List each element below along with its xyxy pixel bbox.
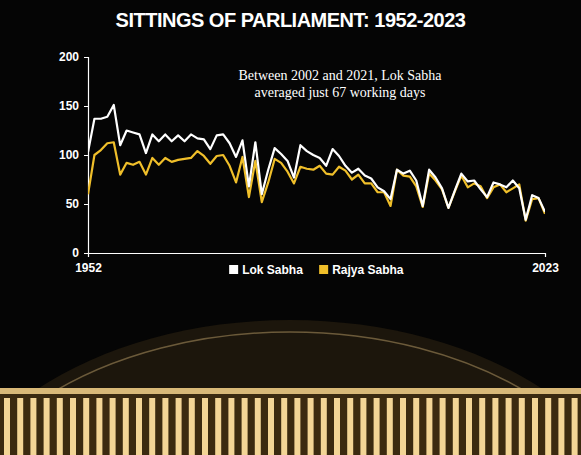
x-axis-line bbox=[89, 254, 546, 258]
chart-title: SITTINGS OF PARLIAMENT: 1952-2023 bbox=[116, 9, 466, 31]
building-column bbox=[96, 398, 102, 455]
building-roof bbox=[0, 320, 581, 455]
y-tick: 150 bbox=[59, 99, 88, 113]
building-column bbox=[294, 398, 300, 455]
building-column bbox=[426, 398, 432, 455]
building-column bbox=[281, 398, 287, 455]
y-tick: 200 bbox=[59, 50, 88, 64]
legend-label: Rajya Sabha bbox=[332, 263, 404, 277]
building-column bbox=[136, 398, 142, 455]
building-cornice bbox=[0, 388, 581, 394]
building-column bbox=[149, 398, 155, 455]
x-tick-label: 2023 bbox=[532, 261, 559, 275]
plot-lines bbox=[88, 105, 545, 221]
y-tick: 50 bbox=[66, 197, 88, 211]
building-column bbox=[242, 398, 248, 455]
series-line bbox=[88, 105, 545, 220]
annotation: Between 2002 and 2021, Lok Sabhaaveraged… bbox=[239, 68, 443, 100]
building-column bbox=[228, 398, 234, 455]
y-tick-label: 0 bbox=[72, 246, 79, 260]
x-axis: 1952 2023 bbox=[75, 253, 559, 275]
x-tick-mark bbox=[545, 253, 546, 257]
building-column bbox=[440, 398, 446, 455]
building-column bbox=[255, 398, 261, 455]
building-column bbox=[466, 398, 472, 455]
y-tick-mark bbox=[84, 57, 88, 58]
building-rim bbox=[0, 332, 581, 455]
building-colonnade bbox=[0, 392, 581, 455]
building-column bbox=[123, 398, 129, 455]
y-tick-mark bbox=[84, 106, 88, 107]
legend-swatch bbox=[319, 265, 328, 274]
building-column bbox=[572, 398, 578, 455]
building-column bbox=[110, 398, 116, 455]
building-column bbox=[215, 398, 221, 455]
building-column bbox=[387, 398, 393, 455]
building-column bbox=[57, 398, 63, 455]
legend-item: Rajya Sabha bbox=[319, 263, 404, 277]
y-axis-line bbox=[84, 58, 89, 254]
y-tick-mark bbox=[84, 253, 88, 254]
y-axis: 0 50 100 150 200 bbox=[59, 50, 89, 260]
building-column bbox=[558, 398, 564, 455]
y-tick: 0 bbox=[72, 246, 88, 260]
y-tick-label: 150 bbox=[59, 99, 79, 113]
y-tick-label: 50 bbox=[66, 197, 80, 211]
building-column bbox=[83, 398, 89, 455]
building-column bbox=[413, 398, 419, 455]
building-column bbox=[44, 398, 50, 455]
building-column bbox=[506, 398, 512, 455]
building-column bbox=[176, 398, 182, 455]
legend-swatch bbox=[229, 265, 238, 274]
building-column bbox=[321, 398, 327, 455]
legend-item: Lok Sabha bbox=[229, 263, 303, 277]
building-column bbox=[268, 398, 274, 455]
building-column bbox=[189, 398, 195, 455]
building-column bbox=[308, 398, 314, 455]
x-tick: 2023 bbox=[532, 253, 559, 275]
y-tick: 100 bbox=[59, 148, 88, 162]
x-tick: 1952 bbox=[75, 253, 102, 275]
building-column bbox=[17, 398, 23, 455]
building-column bbox=[479, 398, 485, 455]
x-tick-mark bbox=[88, 253, 89, 257]
building-column bbox=[202, 398, 208, 455]
building-column bbox=[162, 398, 168, 455]
legend-label: Lok Sabha bbox=[242, 263, 303, 277]
y-tick-mark bbox=[84, 204, 88, 205]
building-illustration bbox=[0, 320, 581, 455]
building-column bbox=[374, 398, 380, 455]
building-column bbox=[4, 398, 10, 455]
building-column bbox=[453, 398, 459, 455]
series-line bbox=[88, 142, 545, 220]
building-column bbox=[334, 398, 340, 455]
building-column bbox=[492, 398, 498, 455]
building-column bbox=[360, 398, 366, 455]
y-tick-label: 200 bbox=[59, 50, 79, 64]
building-column bbox=[70, 398, 76, 455]
legend: Lok Sabha Rajya Sabha bbox=[229, 263, 404, 277]
x-tick-label: 1952 bbox=[75, 261, 102, 275]
building-column bbox=[519, 398, 525, 455]
building-column bbox=[30, 398, 36, 455]
y-tick-mark bbox=[84, 155, 88, 156]
building-column bbox=[545, 398, 551, 455]
building-column bbox=[532, 398, 538, 455]
y-tick-label: 100 bbox=[59, 148, 79, 162]
building-column bbox=[347, 398, 353, 455]
building-column bbox=[400, 398, 406, 455]
